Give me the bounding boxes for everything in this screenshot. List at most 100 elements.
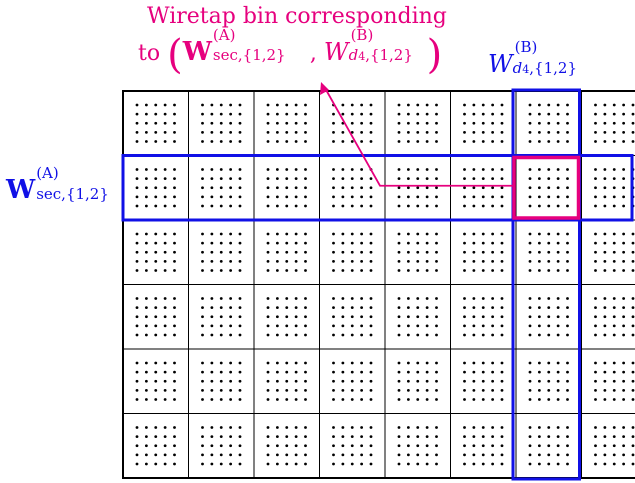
codeword-dot (463, 130, 466, 134)
codeword-dot (369, 398, 373, 401)
codeword-dot (594, 297, 597, 300)
codeword-dot (397, 388, 401, 392)
codeword-dot (275, 259, 279, 263)
codeword-dot (210, 130, 214, 134)
codeword-dot (369, 112, 373, 116)
codeword-dot (537, 140, 541, 143)
codeword-dot (360, 250, 364, 254)
codeword-dot (154, 398, 158, 401)
codeword-dot (631, 103, 635, 107)
codeword-dot (537, 379, 541, 383)
codeword-dot (416, 250, 420, 254)
codeword-dot (528, 204, 532, 208)
codeword-dot (612, 435, 616, 439)
codeword-dot (528, 306, 532, 310)
codeword-dot (173, 306, 176, 310)
codeword-dot (481, 315, 485, 319)
codeword-dot (566, 195, 569, 199)
codeword-dot (472, 324, 476, 328)
codeword-dot (201, 370, 204, 374)
codeword-dot (304, 140, 307, 143)
codeword-dot (491, 324, 495, 328)
codeword-dot (612, 333, 616, 337)
codeword-dot (416, 379, 420, 383)
codeword-dot (603, 195, 607, 199)
codeword-dot (566, 315, 569, 319)
codeword-dot (406, 250, 410, 254)
codeword-dot (304, 315, 307, 319)
codeword-dot (472, 103, 476, 107)
codeword-dot (275, 462, 279, 466)
codeword-dot (219, 140, 223, 143)
codeword-dot (144, 379, 148, 383)
codeword-dot (435, 204, 438, 208)
codeword-dot (285, 435, 289, 439)
codeword-dot (266, 379, 270, 383)
codeword-dot (144, 186, 148, 190)
codeword-dot (547, 306, 551, 310)
codeword-dot (547, 444, 551, 448)
codeword-dot (266, 250, 270, 254)
codeword-dot (341, 250, 345, 254)
codeword-dot (350, 186, 354, 190)
codeword-dot (631, 333, 635, 337)
codeword-dot (566, 453, 569, 457)
codeword-dot (500, 195, 504, 199)
codeword-dot (631, 324, 635, 328)
codeword-dot (332, 186, 335, 190)
codeword-dot (369, 435, 373, 439)
codeword-dot (594, 204, 597, 208)
codeword-dot (341, 388, 345, 392)
codeword-dot (463, 186, 466, 190)
codeword-dot (135, 398, 139, 401)
codeword-dot (472, 168, 476, 171)
codeword-dot (163, 121, 167, 125)
codeword-dot (416, 462, 420, 466)
codeword-dot (163, 250, 167, 254)
codeword-dot (332, 315, 335, 319)
codeword-dot (210, 315, 214, 319)
codeword-dot (304, 444, 307, 448)
codeword-dot (341, 297, 345, 300)
codeword-dot (435, 453, 438, 457)
codeword-dot (173, 130, 176, 134)
codeword-dot (594, 324, 597, 328)
codeword-dot (154, 195, 158, 199)
codeword-dot (481, 186, 485, 190)
codeword-dot (612, 398, 616, 401)
codeword-dot (463, 398, 466, 401)
codebook-cell (581, 219, 635, 285)
codeword-dot (491, 250, 495, 254)
codeword-dot (154, 130, 158, 134)
codeword-dot (360, 297, 364, 300)
codeword-dot (397, 259, 401, 263)
codeword-dot (304, 204, 307, 208)
codeword-dot (135, 121, 139, 125)
codeword-dot (294, 250, 298, 254)
codeword-dot (154, 453, 158, 457)
codeword-dot (425, 232, 429, 236)
codeword-dot (210, 204, 214, 208)
codeword-dot (406, 168, 410, 171)
codeword-dot (612, 204, 616, 208)
codeword-dot (360, 379, 364, 383)
codeword-dot (350, 168, 354, 171)
codeword-dot (163, 112, 167, 116)
codeword-dot (463, 306, 466, 310)
codeword-dot (491, 186, 495, 190)
codeword-dot (219, 297, 223, 300)
codeword-dot (350, 444, 354, 448)
codeword-dot (285, 426, 289, 429)
codeword-dot (210, 140, 214, 143)
codeword-dot (631, 435, 635, 439)
codeword-dot (144, 168, 148, 171)
codeword-dot (566, 324, 569, 328)
codeword-dot (622, 324, 626, 328)
codeword-dot (201, 315, 204, 319)
codeword-dot (556, 269, 560, 272)
codeword-dot (154, 204, 158, 208)
codeword-dot (416, 444, 420, 448)
codeword-dot (350, 361, 354, 365)
codeword-dot (547, 315, 551, 319)
codeword-dot (435, 232, 438, 236)
